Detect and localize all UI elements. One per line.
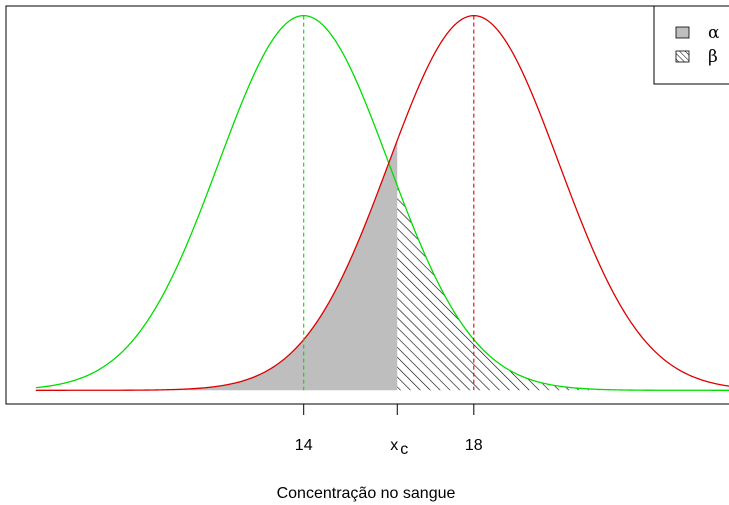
x-tick-label-2: 18 xyxy=(465,437,483,454)
density-curves xyxy=(35,14,729,391)
x-axis-title: Concentração no sangue xyxy=(277,485,456,502)
density-curve-1 xyxy=(35,14,729,391)
legend-swatch-alpha xyxy=(675,26,690,39)
legend-swatch-beta xyxy=(675,50,690,63)
legend-label-alpha: α xyxy=(708,23,720,43)
legend: α β xyxy=(653,5,729,85)
legend-label-beta: β xyxy=(708,47,718,67)
beta-region xyxy=(397,185,729,391)
shaded-regions xyxy=(35,140,729,391)
x-axis: 14 x c 18 xyxy=(295,404,483,458)
legend-box xyxy=(653,5,729,85)
alpha-region xyxy=(35,140,398,391)
x-tick-label-1: x xyxy=(390,437,398,454)
x-tick-label-0: 14 xyxy=(295,437,313,454)
x-tick-label-sub-1: c xyxy=(400,441,408,458)
plot-frame xyxy=(5,5,729,405)
